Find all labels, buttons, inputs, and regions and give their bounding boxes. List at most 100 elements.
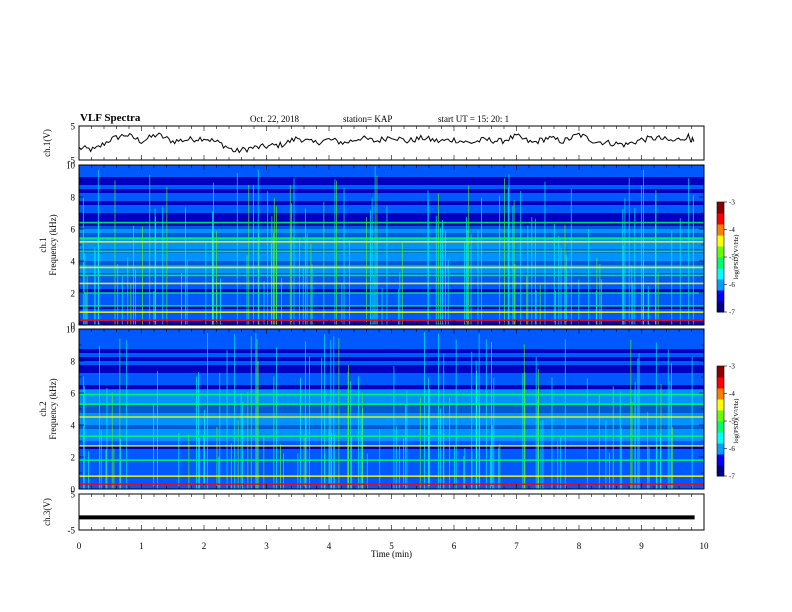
- colorbar-swatch: [717, 246, 724, 258]
- y-tick-label: 10: [66, 161, 76, 171]
- colorbar-tick-label: -3: [729, 363, 735, 371]
- colorbar-tick-label: -5: [729, 254, 735, 262]
- colorbar-tick-label: -4: [729, 390, 735, 398]
- y-tick-label: 8: [71, 357, 76, 367]
- colorbar-label: log(PSD)(V²/Hz): [733, 399, 740, 444]
- colorbar-swatch: [717, 301, 724, 313]
- spectrogram-cell: [79, 233, 704, 237]
- spectrogram-cell: [79, 449, 704, 453]
- spectrogram-cell: [79, 309, 704, 313]
- colorbar-tick-label: -7: [729, 309, 735, 317]
- spectrogram-cell: [79, 357, 704, 361]
- colorbar-swatch: [717, 224, 724, 236]
- spectrogram-cell: [79, 405, 704, 409]
- y-tick-label: 0: [71, 321, 76, 331]
- spectrogram-cell: [79, 465, 704, 469]
- spectrogram-cell: [79, 477, 704, 481]
- spectrogram-cell: [79, 353, 704, 357]
- spectrogram-cell: [79, 173, 704, 177]
- spectrogram-cell: [79, 201, 704, 205]
- colorbar-swatch: [717, 366, 724, 378]
- y-tick-label: 8: [71, 193, 76, 203]
- colorbar-tick-label: -6: [729, 445, 735, 453]
- spectrogram-cell: [79, 361, 704, 365]
- spectrogram-cell: [79, 349, 704, 353]
- y-tick-label: 10: [66, 325, 76, 335]
- y-tick-label: 0: [71, 485, 76, 495]
- spectrogram-cell: [79, 433, 704, 437]
- panel-frame: [78, 493, 705, 531]
- spectrogram-cell: [79, 177, 704, 181]
- x-tick-label: 0: [77, 541, 82, 551]
- spectrogram-cell: [79, 253, 704, 257]
- spectrogram-cell: [79, 169, 704, 173]
- spectrogram-cell: [79, 301, 704, 305]
- spectrogram-cell: [79, 417, 704, 421]
- colorbar-swatch: [717, 268, 724, 280]
- colorbar-swatch: [717, 443, 724, 455]
- colorbar-tick-label: -3: [729, 199, 735, 207]
- spectrogram-cell: [79, 473, 704, 477]
- spectrogram-cell: [79, 445, 704, 449]
- x-tick-label: 3: [264, 541, 269, 551]
- spectrogram-cell: [79, 421, 704, 425]
- y-axis-label: Frequency (kHz): [48, 378, 58, 439]
- spectrogram-cell: [79, 461, 704, 465]
- station-label: station= KAP: [343, 114, 393, 124]
- spectrogram-cell: [79, 389, 704, 441]
- spectrogram-cell: [79, 241, 704, 245]
- panel-frame: [78, 125, 705, 161]
- spectrogram-cell: [79, 409, 704, 413]
- spectrogram-cell: [79, 257, 704, 261]
- y-axis-label: Frequency (kHz): [48, 214, 58, 275]
- y-tick-label: 6: [71, 225, 76, 235]
- spectrogram-cell: [79, 277, 704, 281]
- colorbar-swatch: [717, 388, 724, 400]
- colorbar-swatch: [717, 432, 724, 444]
- spectrogram-cell: [79, 385, 704, 389]
- spectrogram-cell: [79, 209, 704, 213]
- y-tick-label: 5: [71, 122, 76, 132]
- colorbar-swatch: [717, 290, 724, 302]
- spectrogram-cell: [79, 469, 704, 473]
- spectrogram-cell: [79, 289, 704, 293]
- spectrogram-cell: [79, 345, 704, 349]
- spectrogram-cell: [79, 453, 704, 457]
- y-tick-label: 2: [71, 289, 76, 299]
- spectrogram-cell: [79, 441, 704, 445]
- spectrogram-cell: [79, 425, 704, 429]
- spectrogram-cell: [79, 317, 704, 321]
- colorbar-swatch: [717, 213, 724, 225]
- colorbar-label: log(PSD)(V²/Hz): [733, 235, 740, 280]
- spectrogram-cell: [79, 297, 704, 301]
- colorbar-tick-label: -4: [729, 226, 735, 234]
- spectrogram-cell: [79, 269, 704, 273]
- spectrogram-cell: [79, 373, 704, 377]
- spectrogram-cell: [79, 313, 704, 317]
- spectrogram-cell: [79, 245, 704, 249]
- spectrogram-cell: [79, 205, 704, 209]
- x-tick-label: 7: [514, 541, 519, 551]
- x-axis-label: Time (min): [371, 549, 412, 559]
- date-label: Oct. 22, 2018: [250, 114, 299, 124]
- colorbar-swatch: [717, 454, 724, 466]
- x-tick-label: 10: [700, 541, 710, 551]
- colorbar-swatch: [717, 279, 724, 291]
- spectrogram-cell: [79, 225, 704, 229]
- y-axis-label: ch.1: [38, 237, 48, 252]
- ch1-waveform-line: [78, 132, 695, 154]
- spectrogram-cell: [79, 197, 704, 201]
- spectrogram-cell: [79, 213, 704, 217]
- spectrogram-cell: [79, 193, 704, 197]
- x-tick-label: 5: [389, 541, 394, 551]
- spectrogram-cell: [79, 185, 704, 189]
- y-tick-label: 5: [71, 490, 76, 500]
- colorbar-tick-label: -7: [729, 473, 735, 481]
- y-tick-label: 4: [71, 257, 76, 267]
- y-tick-label: -5: [68, 526, 76, 536]
- x-tick-label: 6: [452, 541, 457, 551]
- x-tick-label: 1: [139, 541, 144, 551]
- spectrogram-cell: [79, 333, 704, 337]
- colorbar-swatch: [717, 377, 724, 389]
